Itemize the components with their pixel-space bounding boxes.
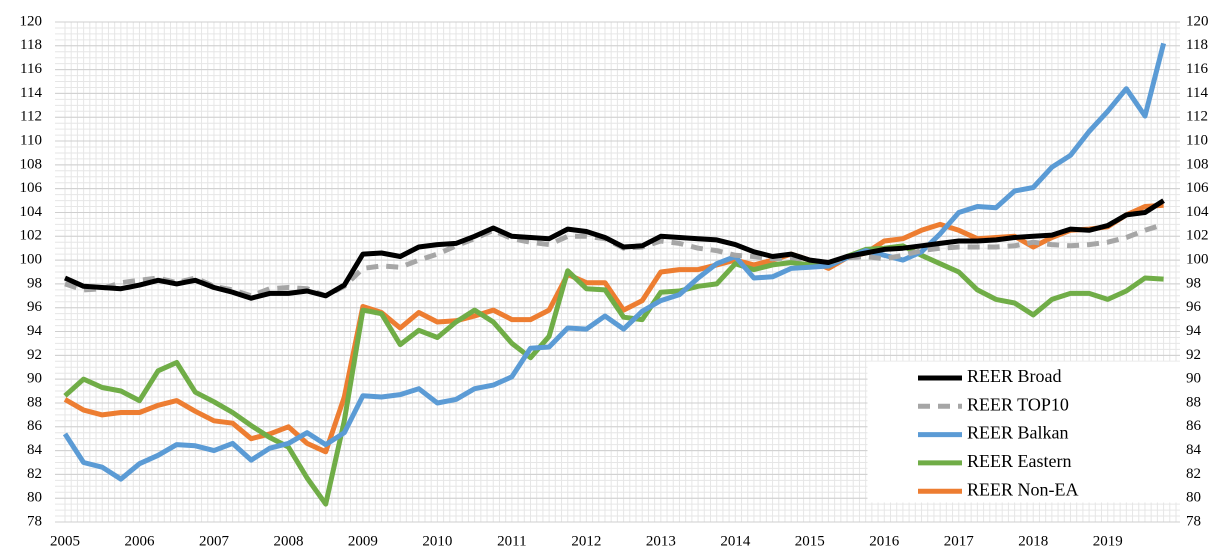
x-tick-label: 2009 [348, 533, 378, 549]
legend: REER Broad REER TOP10 REER Balkan REER East… [867, 361, 1181, 503]
x-tick-label: 2013 [646, 533, 676, 549]
y2-tick-label: 110 [1186, 132, 1208, 148]
legend-label: REER Eastern [967, 451, 1071, 471]
y-tick-label: 110 [20, 132, 42, 148]
y-tick-label: 94 [27, 323, 43, 339]
y-tick-label: 86 [27, 418, 43, 434]
x-tick-label: 2015 [795, 533, 825, 549]
y-tick-label: 96 [27, 299, 43, 315]
y-tick-label: 90 [27, 371, 42, 387]
y2-tick-label: 78 [1186, 513, 1201, 529]
y-tick-label: 82 [27, 466, 42, 482]
y2-tick-label: 98 [1186, 275, 1201, 291]
x-tick-label: 2011 [497, 533, 526, 549]
y2-tick-label: 114 [1186, 85, 1208, 101]
y-tick-label: 98 [27, 275, 42, 291]
y-tick-label: 78 [27, 513, 42, 529]
y2-tick-label: 82 [1186, 466, 1201, 482]
y-tick-label: 88 [27, 394, 42, 410]
x-tick-label: 2007 [199, 533, 230, 549]
legend-box [867, 361, 1181, 503]
y-tick-label: 84 [27, 442, 43, 458]
y2-tick-label: 104 [1186, 204, 1209, 220]
y2-tick-label: 112 [1186, 109, 1208, 125]
series-line [63, 198, 1165, 301]
y-tick-label: 108 [20, 156, 43, 172]
legend-label: REER TOP10 [967, 394, 1069, 414]
labels: 78 80 82 84 86 88 90 92 94 96 98 100 102 104 106 108 110… [20, 13, 1210, 549]
y2-tick-label: 96 [1186, 299, 1202, 315]
y-tick-label: 120 [20, 13, 43, 29]
x-tick-label: 2012 [571, 533, 601, 549]
y2-tick-label: 84 [1186, 442, 1202, 458]
series-line [63, 243, 1164, 507]
y-tick-label: 100 [20, 252, 43, 268]
y2-tick-label: 92 [1186, 347, 1201, 363]
y2-tick-label: 120 [1186, 13, 1209, 29]
x-tick-label: 2014 [720, 533, 751, 549]
x-tick-label: 2006 [124, 533, 155, 549]
legend-label: REER Broad [967, 366, 1062, 386]
plot [62, 42, 1167, 507]
y2-tick-label: 88 [1186, 394, 1201, 410]
y-tick-label: 102 [20, 228, 43, 244]
y-tick-label: 106 [20, 180, 43, 196]
y2-tick-label: 86 [1186, 418, 1202, 434]
y2-tick-label: 90 [1186, 371, 1201, 387]
y2-tick-label: 116 [1186, 61, 1208, 77]
y2-tick-label: 106 [1186, 180, 1209, 196]
y2-tick-label: 102 [1186, 228, 1209, 244]
y2-tick-label: 108 [1186, 156, 1209, 172]
x-tick-label: 2010 [422, 533, 452, 549]
y-tick-label: 104 [20, 204, 43, 220]
y-tick-label: 80 [27, 490, 42, 506]
y-tick-label: 112 [20, 109, 42, 125]
y-tick-label: 92 [27, 347, 42, 363]
y-tick-label: 118 [20, 37, 42, 53]
y2-tick-label: 100 [1186, 252, 1209, 268]
x-tick-label: 2019 [1093, 533, 1123, 549]
x-tick-label: 2017 [944, 533, 975, 549]
series-line [62, 42, 1167, 482]
y-tick-label: 116 [20, 61, 42, 77]
y2-tick-label: 118 [1186, 37, 1208, 53]
x-tick-label: 2018 [1018, 533, 1048, 549]
x-tick-label: 2008 [273, 533, 303, 549]
x-tick-label: 2016 [869, 533, 900, 549]
legend-label: REER Balkan [967, 423, 1069, 443]
x-tick-label: 2005 [50, 533, 80, 549]
legend-label: REER Non-EA [967, 479, 1079, 499]
y2-tick-label: 94 [1186, 323, 1202, 339]
y-tick-label: 114 [20, 85, 42, 101]
y2-tick-label: 80 [1186, 490, 1201, 506]
